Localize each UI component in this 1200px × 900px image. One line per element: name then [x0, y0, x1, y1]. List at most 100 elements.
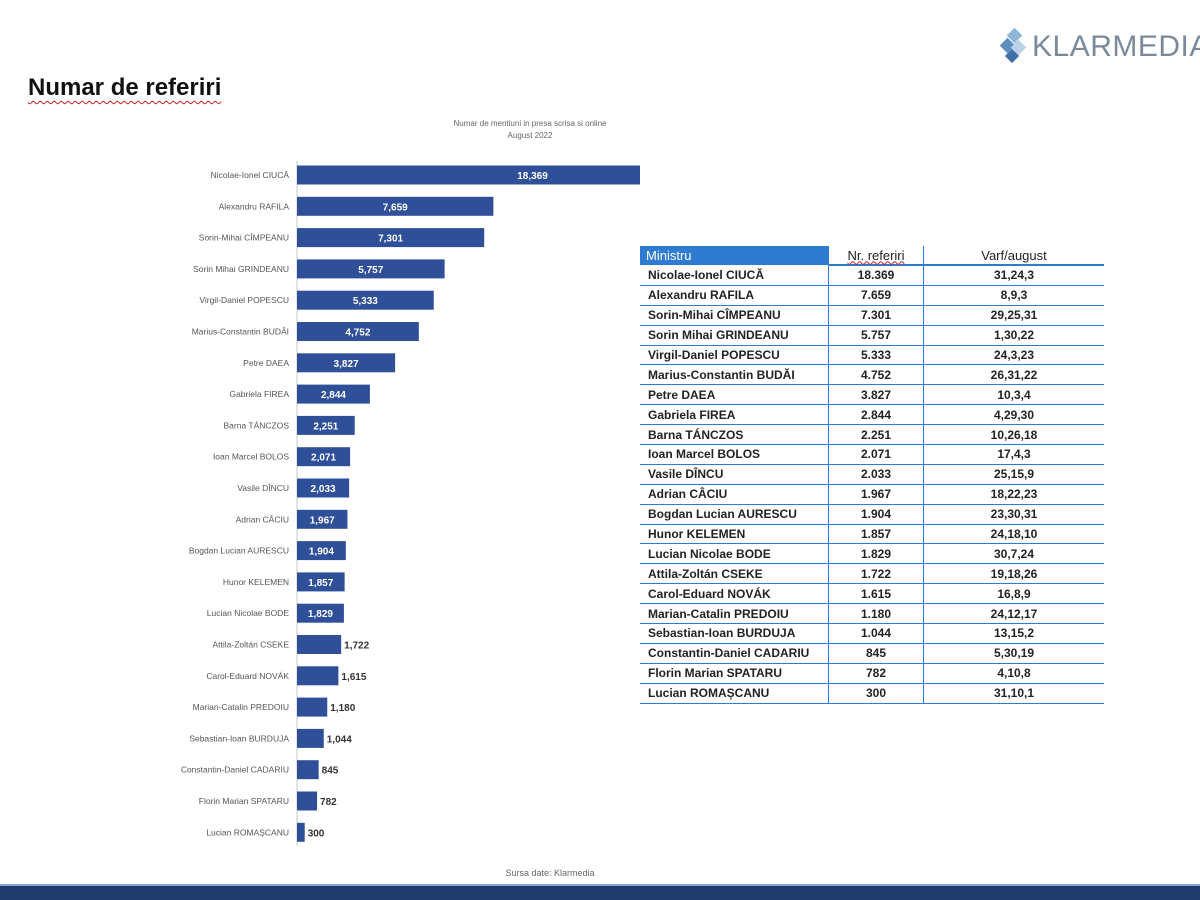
- data-label: 5,757: [358, 265, 383, 276]
- table-row: Barna TÁNCZOS 2.251 10,26,18: [640, 424, 1104, 446]
- cell-varf-august: 16,8,9: [923, 583, 1104, 605]
- cell-varf-august: 1,30,22: [923, 325, 1104, 346]
- bar: [297, 760, 319, 780]
- bar: [297, 728, 324, 748]
- table-row: Marian-Catalin PREDOIU 1.180 24,12,17: [640, 603, 1104, 625]
- category-label: Sorin-Mihai CÎMPEANU: [199, 233, 289, 243]
- bar: [297, 196, 494, 216]
- table-header-row: Ministru Nr. referiri Varf/august: [640, 246, 1104, 266]
- cell-varf-august: 4,29,30: [923, 404, 1104, 426]
- table-row: Hunor KELEMEN 1.857 24,18,10: [640, 524, 1104, 545]
- category-label: Hunor KELEMEN: [223, 577, 289, 587]
- data-label: 3,827: [334, 359, 359, 370]
- bar: [297, 384, 370, 404]
- logo-diamond-icon: [1000, 28, 1027, 64]
- bar: [297, 822, 305, 842]
- cell-varf-august: 23,30,31: [923, 504, 1104, 525]
- cell-nr-referiri: 2.071: [828, 444, 924, 465]
- category-label: Adrian CÂCIU: [236, 514, 289, 524]
- category-label: Marius-Constantin BUDĂI: [192, 327, 289, 337]
- table-row: Sebastian-Ioan BURDUJA 1.044 13,15,2: [640, 623, 1104, 644]
- cell-varf-august: 10,26,18: [923, 424, 1104, 446]
- cell-varf-august: 31,24,3: [923, 265, 1104, 286]
- header-nr-referiri: Nr. referiri: [828, 246, 924, 266]
- table-row: Sorin Mihai GRINDEANU 5.757 1,30,22: [640, 325, 1104, 346]
- cell-varf-august: 24,12,17: [923, 603, 1104, 625]
- bar: [297, 259, 445, 279]
- data-label: 2,844: [321, 390, 346, 401]
- bar-chart: Nicolae-Ionel CIUCĂ 18,369 Alexandru RAFIL…: [181, 161, 640, 847]
- category-label: Lucian ROMAȘCANU: [206, 827, 289, 837]
- data-label: 1,967: [310, 515, 335, 526]
- cell-varf-august: 5,30,19: [923, 643, 1104, 664]
- cell-varf-august: 30,7,24: [923, 543, 1104, 565]
- ministers-table: Ministru Nr. referiri Varf/august Nicola…: [640, 246, 1104, 704]
- data-label: 18,369: [517, 171, 548, 182]
- category-label: Florin Marian SPATARU: [199, 796, 289, 806]
- data-label: 1,180: [330, 703, 355, 714]
- bar: [297, 322, 419, 341]
- category-label: Barna TÁNCZOS: [223, 420, 289, 430]
- cell-nr-referiri: 5.757: [828, 325, 924, 346]
- cell-nr-referiri: 4.752: [828, 364, 924, 386]
- bar: [297, 603, 344, 623]
- header-varf-august: Varf/august: [923, 246, 1104, 266]
- cell-nr-referiri: 18.369: [828, 265, 924, 286]
- table-row: Ioan Marcel BOLOS 2.071 17,4,3: [640, 444, 1104, 465]
- page-title: Numar de referiri: [28, 74, 222, 101]
- table-row: Vasile DÎNCU 2.033 25,15,9: [640, 464, 1104, 485]
- klarmedia-logo: KLARMEDIA: [1000, 26, 1200, 66]
- cell-varf-august: 8,9,3: [923, 285, 1104, 306]
- cell-ministru: Sorin Mihai GRINDEANU: [640, 325, 829, 346]
- table-row: Virgil-Daniel POPESCU 5.333 24,3,23: [640, 345, 1104, 366]
- cell-nr-referiri: 1.904: [828, 504, 924, 525]
- data-label: 2,251: [313, 421, 338, 432]
- cell-ministru: Virgil-Daniel POPESCU: [640, 345, 829, 366]
- cell-nr-referiri: 5.333: [828, 345, 924, 366]
- category-label: Lucian Nicolae BODE: [207, 608, 290, 618]
- cell-ministru: Carol-Eduard NOVÁK: [640, 583, 829, 605]
- bar: [297, 541, 346, 561]
- cell-varf-august: 13,15,2: [923, 623, 1104, 644]
- cell-nr-referiri: 3.827: [828, 384, 924, 406]
- cell-varf-august: 29,25,31: [923, 305, 1104, 326]
- footer-band: [0, 886, 1200, 900]
- table-row: Florin Marian SPATARU 782 4,10,8: [640, 663, 1104, 684]
- bar: [297, 290, 434, 310]
- cell-varf-august: 31,10,1: [923, 683, 1104, 704]
- cell-varf-august: 24,18,10: [923, 524, 1104, 545]
- cell-ministru: Ioan Marcel BOLOS: [640, 444, 829, 465]
- logo-wordmark: KLARMEDIA: [1032, 30, 1200, 63]
- cell-varf-august: 24,3,23: [923, 345, 1104, 366]
- data-label: 1,044: [327, 734, 352, 745]
- category-label: Sorin Mihai GRINDEANU: [193, 264, 289, 274]
- data-label: 1,722: [344, 641, 369, 652]
- cell-nr-referiri: 1.044: [828, 623, 924, 644]
- table-row: Alexandru RAFILA 7.659 8,9,3: [640, 285, 1104, 306]
- table-row: Marius-Constantin BUDĂI 4.752 26,31,22: [640, 364, 1104, 386]
- cell-nr-referiri: 782: [828, 663, 924, 684]
- category-label: Carol-Eduard NOVÁK: [206, 671, 289, 681]
- category-label: Constantin-Daniel CADARIU: [181, 765, 289, 775]
- category-label: Bogdan Lucian AURESCU: [189, 546, 289, 556]
- data-label: 2,033: [311, 484, 336, 495]
- cell-ministru: Lucian ROMAȘCANU: [640, 683, 829, 704]
- table-row: Constantin-Daniel CADARIU 845 5,30,19: [640, 643, 1104, 664]
- table-row: Lucian Nicolae BODE 1.829 30,7,24: [640, 543, 1104, 565]
- cell-nr-referiri: 7.301: [828, 305, 924, 326]
- category-label: Attila-Zoltán CSEKE: [212, 640, 289, 650]
- footer-accent-line: [0, 884, 1200, 886]
- cell-nr-referiri: 300: [828, 683, 924, 704]
- data-label: 4,752: [345, 328, 370, 339]
- bar: [297, 353, 396, 373]
- cell-ministru: Alexandru RAFILA: [640, 285, 829, 306]
- cell-varf-august: 25,15,9: [923, 464, 1104, 485]
- table-row: Petre DAEA 3.827 10,3,4: [640, 384, 1104, 406]
- category-label: Ioan Marcel BOLOS: [213, 452, 289, 462]
- data-label: 1,615: [341, 672, 366, 683]
- category-label: Gabriela FIREA: [229, 389, 289, 399]
- table-row: Sorin-Mihai CÎMPEANU 7.301 29,25,31: [640, 305, 1104, 326]
- bar: [297, 228, 485, 248]
- bar: [297, 697, 328, 717]
- bar: [297, 572, 345, 592]
